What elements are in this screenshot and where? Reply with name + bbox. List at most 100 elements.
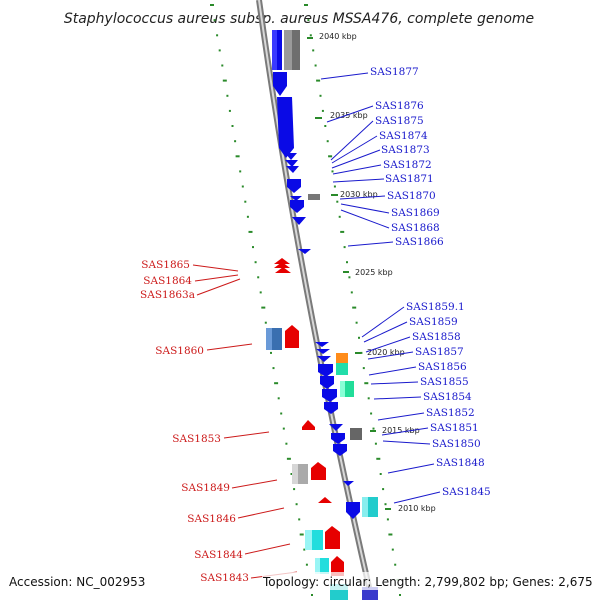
gc-dot — [370, 412, 373, 415]
gene-label[interactable]: SAS1874 — [379, 130, 428, 142]
gc-dot — [234, 140, 237, 143]
feature-block[interactable] — [350, 428, 362, 440]
gene-label[interactable]: SAS1873 — [381, 144, 430, 156]
gene-arrow[interactable] — [274, 258, 290, 264]
gene-label[interactable]: SAS1854 — [423, 391, 472, 403]
gc-dot — [277, 397, 280, 400]
gc-dot — [286, 457, 291, 460]
gc-dot — [218, 49, 221, 52]
kbp-label: 2015 kbp — [382, 426, 420, 435]
gene-arrow[interactable] — [287, 179, 301, 193]
gc-dot — [364, 382, 369, 385]
gene-arrow[interactable] — [285, 325, 299, 348]
gene-block-highlight — [272, 30, 277, 70]
gene-block[interactable] — [362, 587, 378, 600]
gene-arrow[interactable] — [275, 267, 291, 273]
gene-label[interactable]: SAS1865 — [141, 259, 190, 271]
gc-dot — [394, 563, 397, 566]
gc-dot — [321, 109, 324, 112]
gene-label[interactable]: SAS1859 — [409, 316, 458, 328]
reverse-gene-labels: SAS1865 SAS1864 SAS1863a SAS1860 SAS1853… — [140, 259, 249, 584]
feature-block[interactable] — [308, 194, 320, 200]
gene-label[interactable]: SAS1863a — [140, 289, 195, 301]
gene-block-highlight — [292, 464, 298, 484]
gene-label[interactable]: SAS1850 — [432, 438, 481, 450]
gene-label[interactable]: SAS1849 — [181, 482, 230, 494]
gc-dot — [399, 594, 401, 596]
gene-arrow[interactable] — [302, 420, 315, 430]
gene-arrow[interactable] — [320, 376, 334, 389]
gene-label[interactable]: SAS1860 — [155, 345, 204, 357]
gene-label[interactable]: SAS1858 — [412, 331, 461, 343]
gc-dot — [228, 109, 231, 112]
gene-arrow[interactable] — [331, 433, 345, 444]
gene-arrow[interactable] — [277, 97, 294, 158]
gene-label[interactable]: SAS1869 — [391, 207, 440, 219]
gene-label[interactable]: SAS1852 — [426, 407, 475, 419]
gene-label[interactable]: SAS1853 — [172, 433, 221, 445]
gene-arrow[interactable] — [333, 444, 347, 456]
gene-label[interactable]: SAS1857 — [415, 346, 464, 358]
gene-arrow[interactable] — [318, 364, 333, 377]
gene-arrow[interactable] — [346, 502, 360, 519]
gene-label[interactable]: SAS1870 — [387, 190, 436, 202]
gene-label[interactable]: SAS1875 — [375, 115, 424, 127]
gc-dot — [239, 170, 242, 173]
gc-dot — [210, 4, 214, 6]
gc-dot — [338, 215, 341, 218]
gene-arrow[interactable] — [329, 424, 343, 431]
gene-arrow[interactable] — [292, 217, 306, 225]
gc-dot — [374, 442, 377, 445]
gc-skew-track-left — [210, 4, 313, 596]
gene-label[interactable]: SAS1851 — [430, 422, 479, 434]
gene-label[interactable]: SAS1864 — [143, 275, 192, 287]
gene-arrow[interactable] — [318, 497, 332, 503]
gene-arrow[interactable] — [317, 356, 331, 362]
gc-dot — [221, 64, 224, 67]
gc-dot — [257, 276, 260, 279]
accession-text: Accession: NC_002953 — [9, 575, 145, 589]
gene-arrow[interactable] — [273, 72, 287, 96]
gc-dot — [319, 94, 322, 97]
gc-dot — [352, 306, 357, 309]
gc-dot — [309, 34, 312, 37]
gene-arrow[interactable] — [325, 526, 340, 549]
gene-arrow[interactable] — [311, 462, 326, 480]
gene-label[interactable]: SAS1843 — [200, 572, 249, 584]
gene-arrow[interactable] — [290, 200, 304, 213]
gene-label[interactable]: SAS1845 — [442, 486, 491, 498]
gene-label[interactable]: SAS1877 — [370, 66, 419, 78]
gene-arrow[interactable] — [274, 262, 290, 268]
feature-block[interactable] — [336, 363, 348, 375]
gc-dot — [376, 457, 381, 460]
gene-label[interactable]: SAS1872 — [383, 159, 432, 171]
gc-dot — [295, 503, 298, 506]
gene-label[interactable]: SAS1859.1 — [406, 301, 465, 313]
gene-label[interactable]: SAS1846 — [187, 513, 236, 525]
gene-label[interactable]: SAS1866 — [395, 236, 444, 248]
gene-arrow[interactable] — [285, 153, 297, 160]
gene-arrow[interactable] — [285, 160, 298, 167]
gene-label[interactable]: SAS1876 — [375, 100, 424, 112]
gene-arrow[interactable] — [324, 402, 338, 414]
gene-arrow[interactable] — [331, 556, 344, 576]
gene-label[interactable]: SAS1868 — [391, 222, 440, 234]
gene-label[interactable]: SAS1871 — [385, 173, 434, 185]
gene-arrow[interactable] — [298, 249, 311, 254]
gene-arrow[interactable] — [290, 196, 302, 201]
genome-title: Staphylococcus aureus subsp. aureus MSSA… — [64, 11, 534, 27]
gc-dot — [264, 321, 267, 324]
gene-arrow[interactable] — [343, 481, 354, 486]
gene-label[interactable]: SAS1844 — [194, 549, 243, 561]
gene-label[interactable]: SAS1856 — [418, 361, 467, 373]
gc-dot — [333, 185, 336, 188]
gene-arrow[interactable] — [286, 166, 299, 173]
gene-label[interactable]: SAS1848 — [436, 457, 485, 469]
gene-label[interactable]: SAS1855 — [420, 376, 469, 388]
gene-arrow[interactable] — [322, 389, 337, 402]
gc-dot — [248, 230, 253, 233]
gene-arrow[interactable] — [316, 349, 330, 354]
gene-arrow[interactable] — [315, 342, 329, 347]
feature-block[interactable] — [336, 353, 348, 363]
gc-dot — [226, 94, 229, 97]
